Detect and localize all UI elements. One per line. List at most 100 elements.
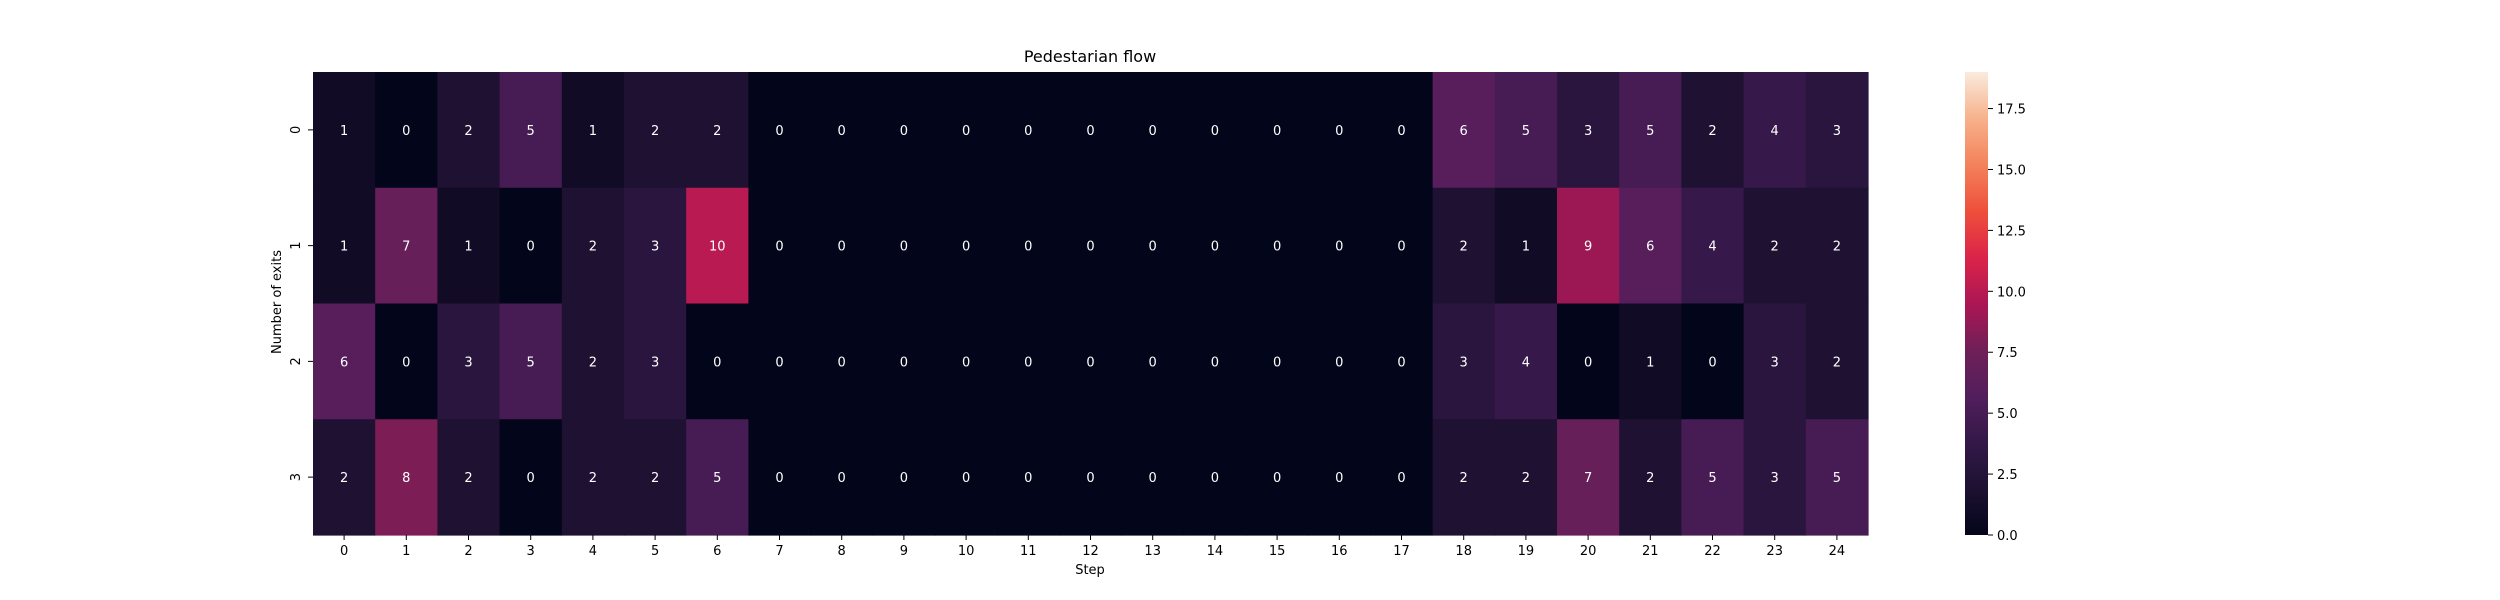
cell-value-label: 0 [1335,471,1343,486]
cell-value-label: 7 [402,240,410,255]
heatmap-cell [313,187,376,305]
heatmap-cells [313,72,1869,536]
heatmap-cell [1183,72,1247,189]
heatmap-cell [561,72,625,189]
x-tick-label: 3 [527,544,535,559]
cell-value-label: 2 [1460,240,1468,255]
heatmap-cell [561,303,625,420]
heatmap-cell [437,72,501,189]
heatmap-cell [997,72,1060,189]
heatmap-cell [1619,72,1682,189]
heatmap-cell [997,187,1060,305]
cell-value-label: 0 [527,471,535,486]
cell-value-label: 2 [589,471,597,486]
cell-value-label: 0 [1335,240,1343,255]
cell-value-label: 2 [1833,240,1841,255]
heatmap-cell [1619,419,1682,536]
heatmap-cell [1370,303,1434,420]
heatmap-cell [1557,303,1620,420]
cell-value-label: 0 [1397,471,1405,486]
x-axis-ticks: 0 1 2 3 4 5 6 7 8 9 10 11 12 13 14 15 16 17 18 19 20 21 22 23 24 [340,535,1845,559]
cell-value-label: 0 [1024,124,1032,139]
x-tick-label: 23 [1766,544,1783,559]
cell-value-label: 2 [1460,471,1468,486]
heatmap-cell [624,303,687,420]
cell-value-label: 0 [962,355,970,370]
heatmap-cell [437,303,501,420]
cell-value-label: 3 [1460,355,1468,370]
cell-value-label: 0 [838,355,846,370]
heatmap-cell [1059,419,1123,536]
heatmap-cell [499,303,563,420]
heatmap-cell [1308,419,1371,536]
colorbar-tick-label: 12.5 [1997,224,2026,239]
cell-value-label: 0 [838,240,846,255]
cell-value-label: 0 [1149,471,1157,486]
heatmap-cell [1681,187,1745,305]
heatmap-cell [1619,187,1682,305]
heatmap-cell [624,419,687,536]
cell-value-label: 0 [1397,355,1405,370]
cell-value-label: 5 [1522,124,1530,139]
heatmap-cell [997,419,1060,536]
cell-value-label: 4 [1708,240,1716,255]
cell-value-label: 1 [340,124,348,139]
cell-value-label: 2 [589,355,597,370]
heatmap-cell [1805,419,1869,536]
y-axis-label: Number of exits [270,250,285,354]
heatmap-cell [1743,72,1807,189]
heatmap-cell [1121,419,1185,536]
colorbar [1965,72,1988,535]
x-tick-label: 18 [1455,544,1472,559]
cell-value-label: 0 [962,471,970,486]
heatmap-cell [1432,72,1496,189]
heatmap-cell [1494,419,1558,536]
heatmap-cell [1681,303,1745,420]
cell-value-label: 0 [838,471,846,486]
x-tick-label: 10 [958,544,975,559]
colorbar-tick-label: 15.0 [1997,163,2026,178]
heatmap-cell [1370,419,1434,536]
heatmap-cell [1183,187,1247,305]
cell-value-label: 7 [1584,471,1592,486]
cell-value-label: 0 [900,240,908,255]
cell-value-label: 0 [1149,124,1157,139]
cell-value-label: 0 [1211,240,1219,255]
heatmap-cell [313,303,376,420]
cell-value-label: 0 [775,355,783,370]
heatmap-cell [1059,303,1123,420]
heatmap-cell [872,303,936,420]
cell-value-label: 0 [402,355,410,370]
cell-value-label: 2 [589,240,597,255]
heatmap-cell [1743,419,1807,536]
colorbar-tick-label: 5.0 [1997,407,2018,422]
heatmap-cell-labels: 1 0 2 5 1 2 2 0 0 0 0 0 0 0 0 0 0 0 6 5 3 5 2 4 31 7 1 0 2 3 10 0 0 0 0 0 0 0… [340,124,1841,486]
cell-value-label: 0 [1584,355,1592,370]
x-tick-label: 21 [1642,544,1659,559]
cell-value-label: 0 [1273,240,1281,255]
cell-value-label: 3 [651,355,659,370]
heatmap-cell [810,303,874,420]
cell-value-label: 0 [775,124,783,139]
x-tick-label: 6 [713,544,721,559]
heatmap-cell [1121,72,1185,189]
cell-value-label: 2 [651,124,659,139]
cell-value-label: 0 [1273,355,1281,370]
heatmap-cell [1246,187,1309,305]
cell-value-label: 1 [464,240,472,255]
x-tick-label: 15 [1269,544,1286,559]
heatmap-cell [686,303,749,420]
heatmap-cell [1494,187,1558,305]
heatmap-cell [1308,72,1371,189]
heatmap-cell [686,72,749,189]
x-tick-label: 24 [1829,544,1846,559]
heatmap-cell [1183,303,1247,420]
colorbar-tick-label: 0.0 [1997,529,2018,544]
cell-value-label: 2 [1708,124,1716,139]
heatmap-cell [748,187,812,305]
cell-value-label: 3 [1833,124,1841,139]
cell-value-label: 3 [1584,124,1592,139]
y-tick-label: 0 [289,126,304,134]
cell-value-label: 0 [838,124,846,139]
